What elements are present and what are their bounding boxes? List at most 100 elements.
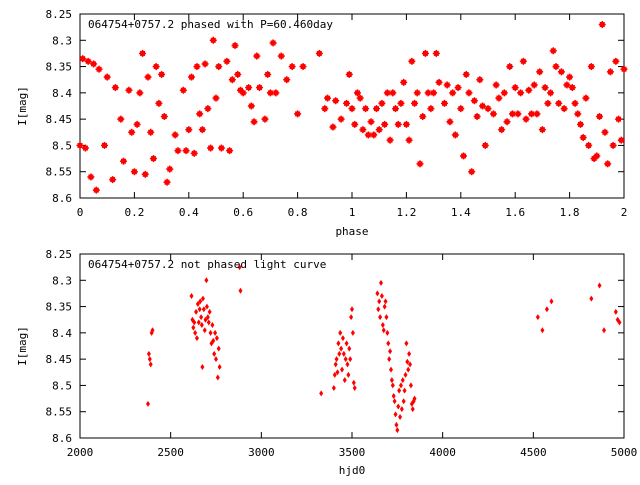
y-tick-label: 8.5 <box>52 139 72 152</box>
data-point <box>331 385 336 392</box>
data-point <box>348 356 353 363</box>
data-point <box>384 314 389 321</box>
data-point <box>210 321 215 328</box>
data-point <box>398 382 403 389</box>
data-point <box>386 340 391 347</box>
data-point <box>201 306 206 313</box>
data-point <box>385 329 390 336</box>
data-point <box>376 306 381 313</box>
data-point <box>216 345 221 352</box>
data-point <box>204 303 209 310</box>
data-point <box>204 277 209 284</box>
data-point <box>208 329 213 336</box>
y-tick-label: 8.35 <box>46 61 73 74</box>
data-point <box>345 361 350 368</box>
data-point <box>212 350 217 357</box>
data-point <box>404 340 409 347</box>
data-point <box>337 350 342 357</box>
x-tick-label: 5000 <box>611 446 638 459</box>
data-point <box>597 282 602 289</box>
y-tick-label: 8.3 <box>52 274 72 287</box>
data-point <box>215 374 220 381</box>
data-point <box>346 371 351 378</box>
data-point <box>408 361 413 368</box>
x-tick-label: 4500 <box>520 446 547 459</box>
x-tick-label: 4000 <box>429 446 456 459</box>
x-tick-label: 2 <box>621 206 628 219</box>
data-point <box>388 366 393 373</box>
data-point <box>381 327 386 334</box>
x-tick-label: 3500 <box>339 446 366 459</box>
x-tick-labels: 0 0.2 0.4 0.6 0.8 1 1.2 1.4 1.6 1.8 2 <box>77 206 628 219</box>
data-point <box>396 403 401 410</box>
data-point <box>602 327 607 334</box>
x-tick-label: 0.6 <box>233 206 253 219</box>
data-point <box>389 377 394 384</box>
data-point <box>342 377 347 384</box>
data-point <box>344 340 349 347</box>
data-point <box>390 382 395 389</box>
data-point <box>214 356 218 363</box>
data-point <box>146 400 150 407</box>
data-point <box>334 356 339 363</box>
data-point <box>352 385 357 392</box>
x-tick-label: 0.4 <box>179 206 199 219</box>
y-tick-label: 8.55 <box>46 406 73 419</box>
data-point <box>394 421 399 428</box>
data-point <box>398 413 403 420</box>
data-point <box>375 290 380 297</box>
data-point <box>338 329 343 336</box>
data-point <box>380 321 385 328</box>
x-tick-label: 2000 <box>67 446 94 459</box>
data-point <box>146 350 151 357</box>
data-point <box>391 392 396 399</box>
data-point <box>193 329 198 336</box>
data-point <box>401 398 406 405</box>
data-points <box>76 21 628 194</box>
data-point <box>332 371 337 378</box>
chart-title: 064754+0757.2 phased with P=60.460day <box>88 18 333 31</box>
y-tick-label: 8.55 <box>46 166 73 179</box>
y-tick-label: 8.45 <box>46 353 73 366</box>
y-tick-label: 8.5 <box>52 379 72 392</box>
data-point <box>388 348 393 355</box>
y-tick-labels: 8.25 8.3 8.35 8.4 8.45 8.5 8.55 8.6 <box>46 248 73 445</box>
data-point <box>214 335 219 342</box>
data-point <box>237 264 242 271</box>
data-point <box>199 314 204 321</box>
data-point <box>333 361 338 368</box>
data-point <box>198 298 203 305</box>
unphased-chart: 8.25 8.3 8.35 8.4 8.45 8.5 8.55 8.6 2000 2500 300… <box>16 248 637 477</box>
y-tick-label: 8.6 <box>52 432 72 445</box>
data-point <box>378 314 383 321</box>
data-point <box>213 329 218 336</box>
data-point <box>196 319 201 326</box>
chart-title: 064754+0757.2 not phased light curve <box>88 258 326 271</box>
data-point <box>150 327 155 334</box>
y-tick-label: 8.45 <box>46 113 73 126</box>
data-point <box>339 345 344 352</box>
x-tick-label: 0 <box>77 206 84 219</box>
data-point <box>189 293 194 300</box>
data-point <box>319 390 324 397</box>
data-point <box>335 369 340 376</box>
data-point <box>341 350 346 357</box>
data-point <box>383 298 388 305</box>
y-tick-labels: 8.25 8.3 8.35 8.4 8.45 8.5 8.55 8.6 <box>46 8 73 205</box>
data-point <box>412 395 417 402</box>
x-tick-label: 1.2 <box>396 206 416 219</box>
data-point <box>191 324 196 331</box>
data-point <box>393 411 398 418</box>
x-tick-label: 3000 <box>248 446 275 459</box>
plot-frame <box>79 253 625 439</box>
y-tick-label: 8.4 <box>52 87 72 100</box>
data-point <box>397 387 402 394</box>
data-point <box>402 387 407 394</box>
data-point <box>377 298 382 305</box>
data-point <box>343 356 348 363</box>
data-point <box>340 335 345 342</box>
data-point <box>192 319 197 326</box>
data-point <box>202 327 207 334</box>
x-tick-label: 1.8 <box>560 206 580 219</box>
